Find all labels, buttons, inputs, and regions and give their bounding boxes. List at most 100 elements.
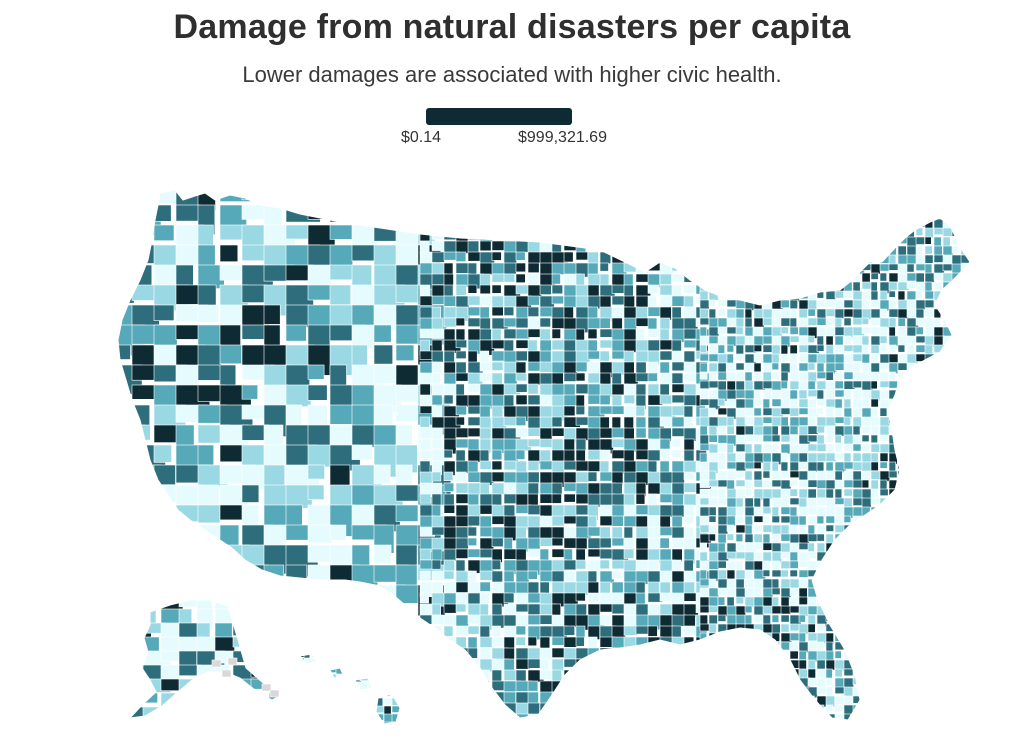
county-cell bbox=[118, 404, 126, 425]
county-cell bbox=[599, 449, 611, 460]
county-cell bbox=[969, 479, 970, 491]
county-cell bbox=[834, 362, 845, 371]
county-cell bbox=[951, 533, 964, 541]
county-cell bbox=[431, 416, 445, 429]
county-cell bbox=[915, 434, 928, 447]
county-cell bbox=[695, 702, 708, 715]
county-cell bbox=[843, 533, 851, 544]
county-cell bbox=[816, 425, 825, 434]
county-cell bbox=[933, 218, 944, 230]
county-cell bbox=[969, 434, 970, 445]
county-cell bbox=[861, 641, 871, 649]
county-cell bbox=[455, 284, 467, 296]
county-cell bbox=[319, 657, 326, 669]
county-cell bbox=[762, 290, 771, 299]
county-cell bbox=[250, 600, 272, 608]
county-cell bbox=[852, 551, 862, 562]
county-cell bbox=[762, 218, 774, 231]
county-cell bbox=[300, 665, 303, 676]
county-cell bbox=[843, 263, 855, 276]
county-cell bbox=[807, 236, 820, 249]
county-cell bbox=[623, 691, 635, 708]
county-cell bbox=[862, 723, 869, 731]
county-cell bbox=[300, 681, 304, 693]
county-cell bbox=[969, 416, 970, 429]
county-cell bbox=[798, 614, 806, 623]
county-cell bbox=[816, 245, 827, 257]
county-cell bbox=[753, 209, 766, 218]
county-cell bbox=[798, 245, 806, 255]
county-cell bbox=[924, 704, 936, 716]
county-cell bbox=[671, 240, 686, 253]
county-cell bbox=[575, 658, 592, 673]
county-cell bbox=[897, 677, 907, 689]
county-cell bbox=[789, 407, 800, 417]
county-cell bbox=[695, 658, 711, 669]
county-cell bbox=[419, 691, 435, 701]
county-cell bbox=[897, 209, 906, 219]
county-cell bbox=[789, 263, 798, 274]
county-cell bbox=[852, 713, 860, 720]
county-cell bbox=[367, 689, 376, 697]
county-cell bbox=[771, 695, 782, 705]
county-cell bbox=[708, 218, 721, 230]
county-cell bbox=[979, 642, 990, 649]
county-cell bbox=[717, 308, 726, 317]
county-cell bbox=[897, 668, 909, 678]
county-cell bbox=[695, 680, 709, 693]
county-cell bbox=[419, 350, 433, 360]
county-cell bbox=[825, 479, 837, 490]
county-cell bbox=[753, 263, 764, 275]
county-cell bbox=[807, 542, 815, 552]
county-cell bbox=[375, 689, 385, 697]
county-cell bbox=[979, 705, 989, 713]
county-cell bbox=[789, 326, 799, 335]
county-cell bbox=[744, 281, 755, 291]
county-cell bbox=[861, 416, 873, 428]
county-cell bbox=[969, 560, 970, 569]
county-cell bbox=[816, 281, 826, 293]
county-cell bbox=[515, 383, 528, 393]
county-cell bbox=[816, 542, 826, 554]
county-cell bbox=[888, 299, 897, 310]
county-cell bbox=[933, 353, 946, 363]
county-cell bbox=[118, 384, 127, 411]
county-cell bbox=[754, 723, 762, 730]
no-data-cell bbox=[221, 669, 232, 678]
county-cell bbox=[798, 272, 808, 285]
county-cell bbox=[915, 236, 925, 245]
county-cell bbox=[780, 236, 790, 249]
county-cell bbox=[300, 721, 304, 724]
county-cell bbox=[924, 398, 934, 411]
county-cell bbox=[479, 460, 492, 470]
county-cell bbox=[708, 695, 720, 707]
county-cell bbox=[699, 623, 711, 632]
county-cell bbox=[515, 603, 530, 613]
county-cell bbox=[125, 721, 149, 732]
county-cell bbox=[762, 551, 772, 562]
county-cell bbox=[717, 317, 728, 328]
county-cell bbox=[969, 542, 970, 551]
county-cell bbox=[843, 425, 853, 436]
county-cell bbox=[431, 438, 443, 449]
county-cell bbox=[933, 398, 944, 410]
county-cell bbox=[659, 328, 670, 341]
county-cell bbox=[611, 581, 624, 594]
county-cell bbox=[527, 383, 539, 395]
county-cell bbox=[515, 625, 526, 636]
county-cell bbox=[491, 306, 504, 317]
county-cell bbox=[219, 344, 242, 365]
county-cell bbox=[951, 605, 960, 618]
county-cell bbox=[870, 524, 879, 534]
county-cell bbox=[924, 389, 934, 399]
county-cell bbox=[834, 209, 845, 220]
county-cell bbox=[232, 692, 262, 708]
county-cell bbox=[798, 713, 808, 720]
county-cell bbox=[515, 317, 529, 329]
county-cell bbox=[744, 371, 753, 383]
county-cell bbox=[708, 704, 719, 717]
county-cell bbox=[960, 560, 970, 571]
county-cell bbox=[879, 209, 892, 221]
county-cell bbox=[575, 504, 589, 516]
county-cell bbox=[825, 596, 836, 606]
